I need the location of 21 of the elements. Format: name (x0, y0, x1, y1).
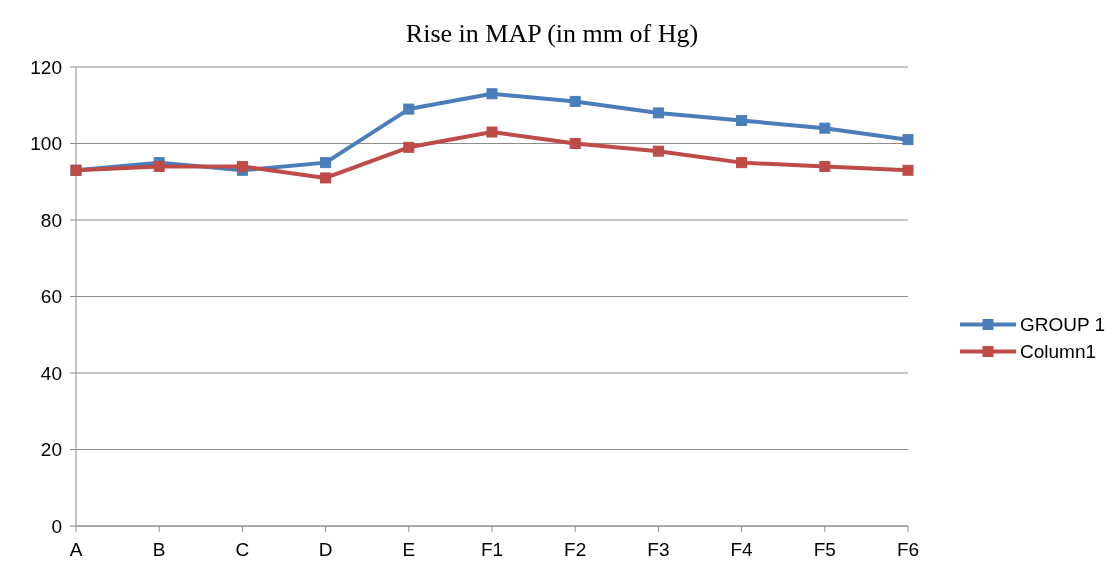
y-tick-label: 100 (30, 133, 62, 155)
y-tick-label: 20 (40, 439, 62, 461)
y-tick-label: 120 (30, 56, 62, 78)
y-tick-label: 40 (40, 362, 62, 384)
x-tick-label: D (318, 539, 333, 560)
y-tick-label: 60 (40, 286, 62, 308)
x-tick-label: F5 (813, 539, 836, 560)
x-tick-label: E (402, 539, 416, 560)
x-tick-label: F4 (730, 539, 754, 560)
x-tick-label: F6 (896, 539, 920, 560)
x-tick-label: A (69, 539, 83, 560)
y-tick-label: 80 (40, 209, 62, 231)
chart-title: Rise in MAP (in mm of Hg) (405, 19, 699, 48)
x-tick-label: F3 (647, 539, 670, 560)
x-tick-label: C (235, 539, 250, 560)
x-tick-label: F1 (480, 539, 504, 560)
y-tick-label: 0 (51, 515, 62, 537)
legend-label: GROUP 1 (1020, 314, 1106, 336)
x-tick-label: B (152, 539, 166, 560)
legend-label: Column1 (1020, 341, 1097, 363)
x-tick-label: F2 (564, 539, 587, 560)
